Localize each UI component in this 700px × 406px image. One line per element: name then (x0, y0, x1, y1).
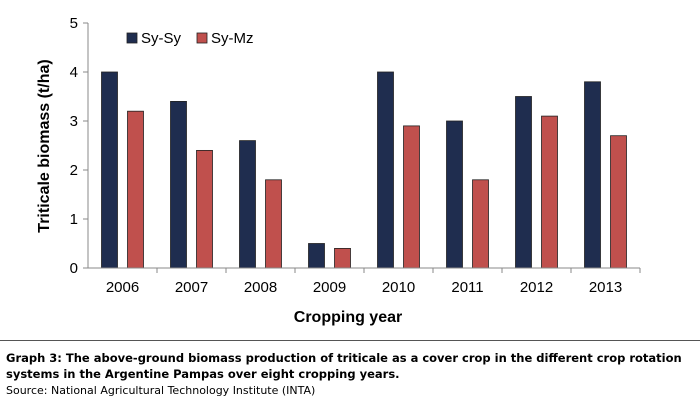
x-tick-label: 2009 (313, 279, 346, 296)
bar-sy-mz-2010 (403, 125, 420, 269)
x-axis-ticks: 2006 2007 2008 2009 2010 2011 2012 2013 (106, 268, 641, 296)
bar-sy-mz-2011 (472, 179, 489, 269)
x-axis-title: Cropping year (294, 309, 402, 326)
caption-divider (0, 340, 700, 341)
y-axis-ticks: 0 1 2 3 4 5 (70, 15, 88, 277)
x-tick-label: 2008 (244, 279, 277, 296)
y-tick-label: 4 (70, 64, 78, 81)
x-tick-label: 2013 (589, 279, 622, 296)
legend-label-sy-mz: Sy-Mz (211, 30, 254, 47)
bar-sy-mz-2013 (610, 135, 627, 269)
y-tick-label: 0 (70, 260, 78, 277)
bar-sy-mz-2007 (196, 149, 213, 269)
legend-swatch-sy-sy (126, 32, 138, 44)
bar-sy-sy-2007 (170, 101, 187, 269)
x-tick-label: 2012 (520, 279, 553, 296)
bar-sy-mz-2012 (541, 115, 558, 269)
source-note: Source: National Agricultural Technology… (6, 384, 316, 397)
y-tick-label: 2 (70, 162, 78, 179)
x-tick-label: 2006 (106, 279, 139, 296)
bar-sy-sy-2013 (584, 81, 601, 269)
graph-caption: Graph 3: The above-ground biomass produc… (6, 351, 682, 381)
x-tick-label: 2007 (175, 279, 208, 296)
bar-sy-sy-2010 (377, 71, 394, 269)
legend-label-sy-sy: Sy-Sy (141, 30, 182, 47)
bar-sy-mz-2008 (265, 179, 282, 269)
bar-sy-sy-2006 (101, 71, 118, 269)
bar-sy-sy-2009 (308, 243, 325, 269)
legend: Sy-Sy Sy-Mz (126, 30, 254, 47)
x-tick-label: 2010 (382, 279, 415, 296)
y-axis-title: Triticale biomass (t/ha) (36, 59, 53, 232)
bar-sy-sy-2011 (446, 120, 463, 269)
bar-sy-mz-2009 (334, 247, 351, 269)
bars (101, 71, 627, 269)
bar-sy-mz-2006 (127, 110, 144, 269)
y-tick-label: 3 (70, 113, 78, 130)
bar-sy-sy-2012 (515, 96, 532, 269)
y-tick-label: 5 (70, 15, 78, 32)
x-tick-label: 2011 (451, 279, 483, 296)
y-tick-label: 1 (70, 211, 78, 228)
bar-sy-sy-2008 (239, 140, 256, 269)
legend-swatch-sy-mz (196, 32, 208, 44)
